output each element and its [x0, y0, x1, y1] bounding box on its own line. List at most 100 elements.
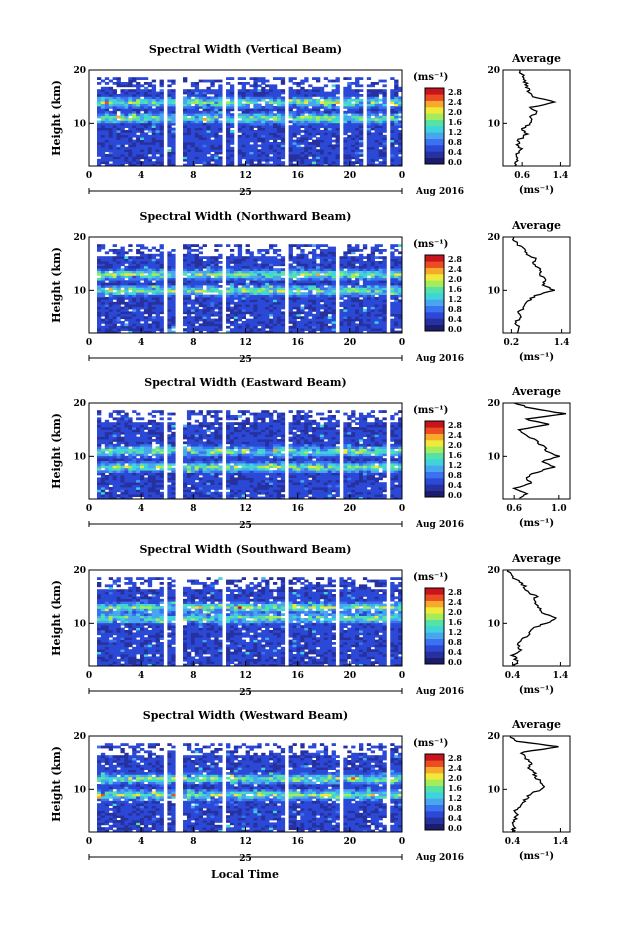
colorbar-swatch	[425, 619, 444, 627]
colorbar-tick-label: 2.0	[448, 440, 462, 450]
y-tick-label: 20	[73, 66, 86, 76]
colorbar-swatch	[425, 613, 444, 620]
colorbar-swatch	[425, 132, 444, 139]
colorbar-tick-label: 2.4	[448, 97, 462, 107]
x-tick-label: 8	[190, 338, 196, 348]
avg-x-tick-label: 1.4	[553, 171, 569, 181]
avg-x-tick-label: 0.6	[506, 504, 522, 514]
colorbar-unit: (ms⁻¹)	[413, 239, 448, 250]
colorbar-tick-label: 2.4	[448, 597, 462, 607]
colorbar-tick-label: 2.8	[448, 254, 462, 264]
panel-title: Spectral Width (Southward Beam)	[139, 543, 351, 556]
avg-y-tick-label: 20	[487, 566, 500, 576]
colorbar-tick-label: 0.8	[448, 470, 462, 480]
colorbar-swatch	[425, 138, 444, 146]
colorbar-tick-label: 0.8	[448, 137, 462, 147]
colorbar-tick-label: 1.6	[448, 450, 462, 460]
colorbar-tick-label: 1.2	[448, 627, 462, 637]
colorbar-swatch	[425, 459, 444, 466]
colorbar-swatch	[425, 657, 444, 665]
colorbar-tick-label: 1.2	[448, 460, 462, 470]
x-tick-label: 20	[344, 338, 357, 348]
x-tick-label: 16	[291, 837, 304, 847]
avg-y-tick-label: 10	[487, 286, 500, 296]
colorbar-swatch	[425, 798, 444, 805]
y-axis-label: Height (km)	[50, 413, 63, 489]
colorbar-swatch	[425, 490, 444, 498]
colorbar-swatch	[425, 421, 444, 428]
x-tick-label: 8	[190, 171, 196, 181]
colorbar-swatch	[425, 773, 444, 780]
y-tick-label: 20	[73, 566, 86, 576]
colorbar-tick-label: 0.0	[448, 490, 462, 500]
colorbar-tick-label: 2.0	[448, 773, 462, 783]
colorbar-swatch	[425, 274, 444, 281]
avg-x-tick-label: 1.0	[551, 504, 567, 514]
y-tick-label: 10	[73, 119, 86, 129]
colorbar-swatch	[425, 594, 444, 601]
colorbar-tick-label: 2.4	[448, 763, 462, 773]
x-tick-label: 0	[86, 671, 92, 681]
average-frame	[502, 402, 571, 500]
colorbar-tick-label: 0.8	[448, 637, 462, 647]
colorbar-swatch	[425, 324, 444, 332]
colorbar-tick-label: 2.4	[448, 264, 462, 274]
x-tick-label: 12	[239, 837, 252, 847]
colorbar-swatch	[425, 280, 444, 287]
colorbar-tick-label: 0.4	[448, 647, 462, 657]
colorbar-tick-label: 1.6	[448, 117, 462, 127]
colorbar-tick-label: 2.8	[448, 87, 462, 97]
avg-x-tick-label: 0.4	[505, 837, 521, 847]
colorbar-tick-label: 0.8	[448, 304, 462, 314]
colorbar-swatch	[425, 299, 444, 306]
colorbar-swatch	[425, 267, 444, 275]
colorbar-tick-label: 2.8	[448, 753, 462, 763]
x-tick-label: 4	[138, 504, 144, 514]
colorbar-tick-label: 2.8	[448, 587, 462, 597]
colorbar-swatch	[425, 588, 444, 595]
colorbar-swatch	[425, 766, 444, 774]
colorbar-frame	[424, 420, 445, 498]
date-day-label: 25	[239, 355, 252, 365]
avg-y-tick-label: 20	[487, 233, 500, 243]
date-day-label: 25	[239, 854, 252, 864]
x-tick-label: 8	[190, 671, 196, 681]
date-day-label: 25	[239, 688, 252, 698]
average-profile-line	[511, 237, 555, 334]
y-axis-label: Height (km)	[50, 580, 63, 656]
colorbar-tick-label: 0.0	[448, 657, 462, 667]
x-tick-label: 0	[86, 338, 92, 348]
average-profile: Average 20 10 0.2 1.4(ms⁻¹)	[487, 219, 571, 363]
colorbar: 2.82.42.01.61.20.80.40.0	[424, 420, 462, 500]
colorbar-tick-label: 1.2	[448, 793, 462, 803]
date-day-label: 25	[239, 188, 252, 198]
average-frame	[502, 735, 571, 833]
colorbar-tick-label: 0.4	[448, 480, 462, 490]
date-day-label: 25	[239, 521, 252, 531]
x-tick-label: 8	[190, 837, 196, 847]
colorbar-swatch	[425, 754, 444, 761]
y-axis-label: Height (km)	[50, 247, 63, 323]
colorbar-swatch	[425, 305, 444, 313]
colorbar-swatch	[425, 433, 444, 441]
colorbar-swatch	[425, 607, 444, 614]
avg-x-tick-label: 0.2	[504, 338, 520, 348]
x-tick-label: 12	[239, 171, 252, 181]
colorbar-tick-label: 2.0	[448, 274, 462, 284]
colorbar-swatch	[425, 823, 444, 831]
colorbar-swatch	[425, 255, 444, 262]
x-tick-label: 20	[344, 671, 357, 681]
colorbar-swatch	[425, 638, 444, 646]
average-profile-line	[511, 402, 567, 500]
date-label: Aug 2016	[415, 354, 464, 364]
x-tick-label: 0	[399, 504, 405, 514]
colorbar-frame	[424, 87, 445, 165]
colorbar-tick-label: 2.0	[448, 607, 462, 617]
average-profile-line	[514, 69, 557, 167]
avg-x-tick-label: 1.4	[553, 837, 569, 847]
colorbar-swatch	[425, 651, 444, 658]
colorbar: 2.82.42.01.61.20.80.40.0	[424, 87, 462, 167]
colorbar-frame	[424, 587, 445, 665]
x-tick-label: 4	[138, 671, 144, 681]
date-label: Aug 2016	[415, 187, 464, 197]
